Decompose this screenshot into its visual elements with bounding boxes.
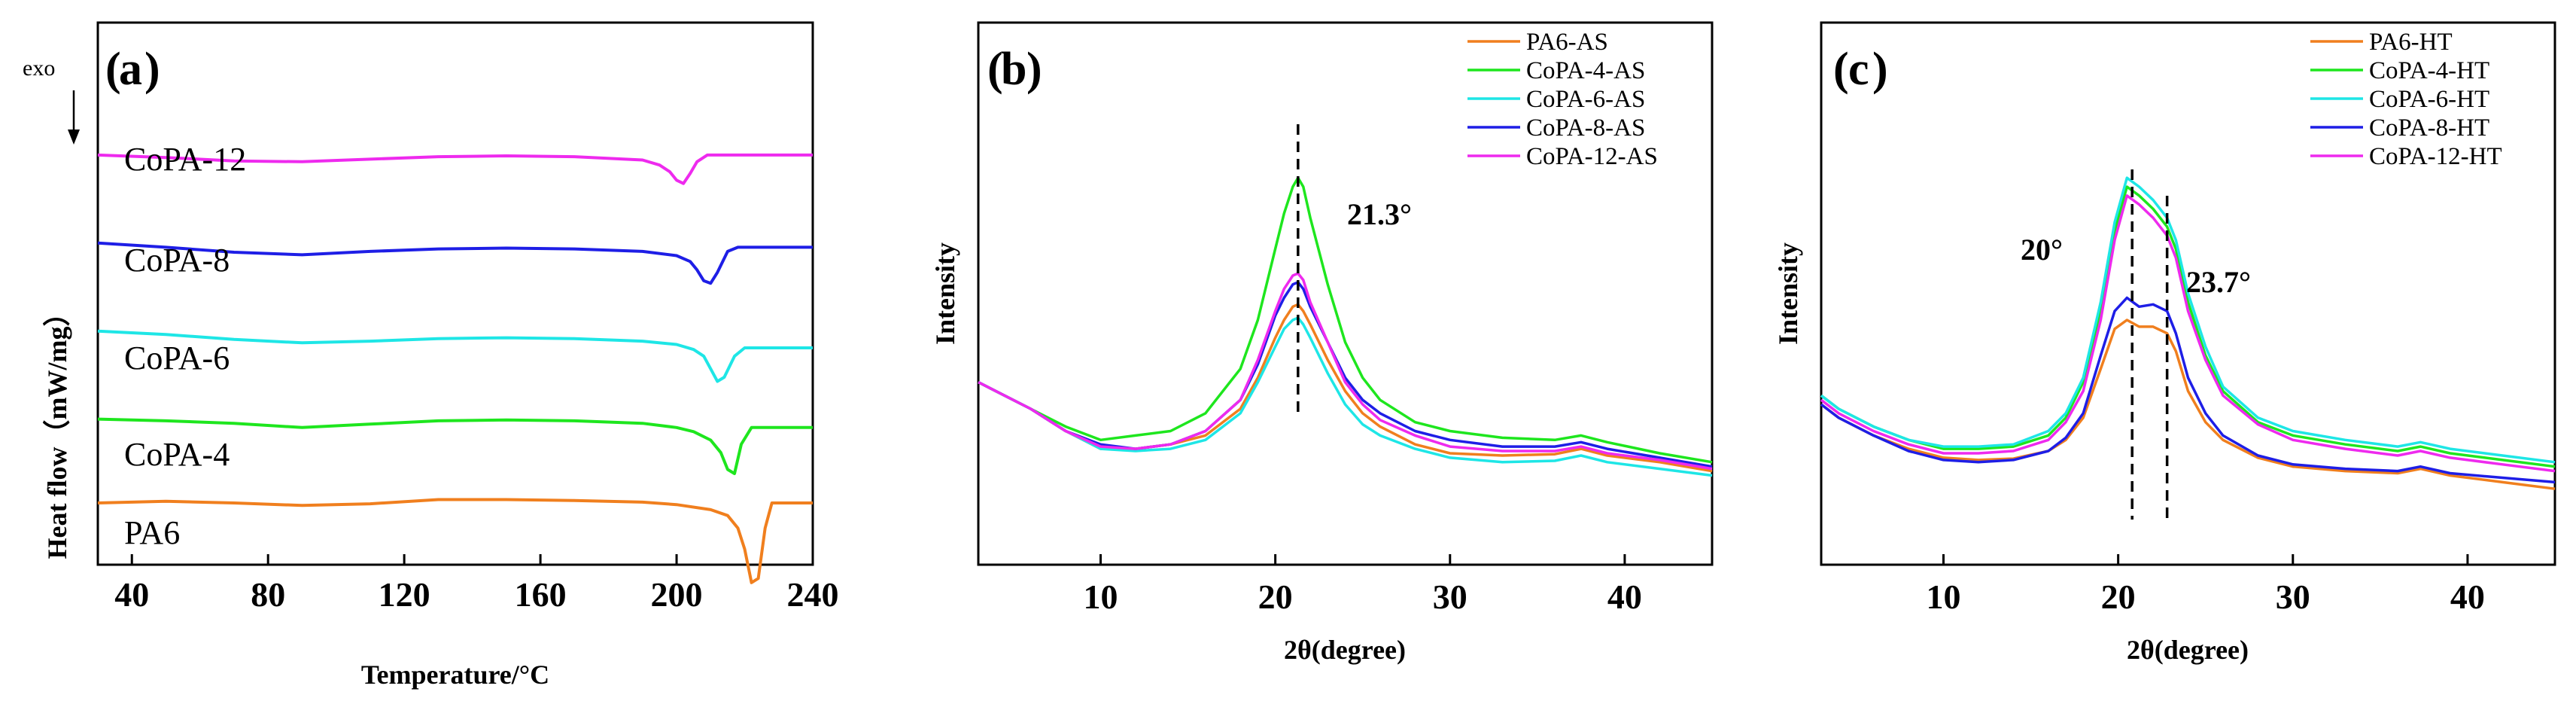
x-tick-label-120: 120: [379, 575, 430, 614]
x-tick-label-10: 10: [1927, 578, 1961, 616]
panel-a-frame: [96, 21, 814, 566]
panel-a-exo-label: exo: [23, 56, 55, 81]
panel-b-x-axis-title: 2θ(degree): [1284, 635, 1406, 665]
series-line-copa-4-ht: [1820, 185, 2556, 468]
x-tick-label-20: 20: [1258, 578, 1293, 616]
panel-c-xrd-chart: ( c ) 20° 23.7° 10 20 30 40 PA6-HTCoPA-4-HT…: [1773, 21, 2556, 665]
series-line-copa-8: [97, 241, 813, 285]
series-line-pa6-ht: [1820, 318, 2556, 490]
panel-b-y-axis-title: Intensity: [930, 242, 960, 345]
x-tick-label-240: 240: [787, 575, 839, 614]
series-line-copa-12-ht: [1820, 194, 2556, 473]
legend-label-copa-8-as: CoPA-8-AS: [1526, 114, 1645, 142]
series-line-pa6-as: [978, 303, 1713, 473]
panel-c-letter: c: [1848, 44, 1869, 95]
panel-c-legend: PA6-HTCoPA-4-HTCoPA-6-HTCoPA-8-HTCoPA-12…: [2310, 29, 2502, 170]
x-tick-label-30: 30: [1433, 578, 1467, 616]
sample-label-copa-8: CoPA-8: [124, 242, 230, 279]
series-line-copa-8-as: [978, 281, 1713, 468]
series-line-copa-8-ht: [1820, 296, 2556, 484]
x-tick-label-20: 20: [2101, 578, 2136, 616]
panel-a-x-ticks: 40 80 120 160 200 240: [114, 554, 839, 614]
panel-b-frame: [977, 21, 1714, 566]
panel-b-xrd-chart: ( b ) 21.3° 10 20 30 40 PA6-ASCoPA-4-ASCoPA…: [930, 21, 1714, 665]
panel-c-x-ticks: 10 20 30 40: [1927, 554, 2485, 616]
panel-b-label-open: (: [987, 44, 1003, 95]
sample-label-copa-6: CoPA-6: [124, 340, 230, 376]
series-line-copa-6: [97, 329, 813, 383]
panel-a-label-open: (: [105, 44, 121, 95]
series-line-copa-4-as: [978, 176, 1713, 464]
series-line-pa6: [97, 498, 813, 584]
panel-b-label-close: ): [1026, 44, 1042, 95]
panel-a-y-axis-title: Heat flow（mW/mg）: [42, 300, 72, 559]
legend-label-pa6-as: PA6-AS: [1526, 29, 1608, 56]
panel-a-letter: a: [119, 44, 142, 95]
legend-label-copa-4-ht: CoPA-4-HT: [2369, 57, 2489, 84]
x-tick-label-40: 40: [1607, 578, 1642, 616]
series-line-copa-12: [97, 153, 813, 185]
legend-label-copa-12-ht: CoPA-12-HT: [2369, 143, 2502, 170]
x-tick-label-160: 160: [515, 575, 567, 614]
legend-label-pa6-ht: PA6-HT: [2369, 29, 2453, 56]
panel-c-label-close: ): [1872, 44, 1888, 95]
x-tick-label-40: 40: [2450, 578, 2485, 616]
panel-b-x-ticks: 10 20 30 40: [1084, 554, 1642, 616]
legend-label-copa-6-ht: CoPA-6-HT: [2369, 86, 2489, 113]
x-tick-label-40: 40: [114, 575, 149, 614]
legend-label-copa-12-as: CoPA-12-AS: [1526, 143, 1658, 170]
panel-a-series-group: [97, 153, 813, 584]
panel-c-peak-markers: [2130, 169, 2169, 520]
sample-label-pa6: PA6: [124, 514, 180, 551]
legend-label-copa-8-ht: CoPA-8-HT: [2369, 114, 2489, 142]
panel-a-label-close: ): [144, 44, 160, 95]
series-line-copa-6-as: [978, 316, 1713, 477]
panel-a-dsc-chart: ( a ) exo 40 80 120 160 200 240 CoPA-12 CoPA-…: [23, 21, 839, 690]
panel-b-peak-annotation: 21.3°: [1347, 197, 1412, 231]
sample-label-copa-12: CoPA-12: [124, 141, 246, 178]
x-tick-label-80: 80: [251, 575, 285, 614]
panel-c-label-open: (: [1833, 44, 1849, 95]
legend-label-copa-4-as: CoPA-4-AS: [1526, 57, 1645, 84]
sample-label-copa-4: CoPA-4: [124, 436, 230, 473]
x-tick-label-200: 200: [651, 575, 703, 614]
panel-c-peak-annotation-1: 20°: [2021, 233, 2063, 267]
series-line-copa-12-as: [978, 272, 1713, 471]
panel-c-frame: [1820, 21, 2556, 566]
x-tick-label-10: 10: [1084, 578, 1118, 616]
panel-c-x-axis-title: 2θ(degree): [2127, 635, 2249, 665]
panel-a-x-axis-title: Temperature/°C: [361, 660, 549, 690]
legend-label-copa-6-as: CoPA-6-AS: [1526, 86, 1645, 113]
x-tick-label-30: 30: [2276, 578, 2310, 616]
series-line-copa-6-ht: [1820, 176, 2556, 464]
panel-a-exo-arrow-head: [68, 130, 80, 145]
panel-b-legend: PA6-ASCoPA-4-ASCoPA-6-ASCoPA-8-ASCoPA-12…: [1467, 29, 1658, 170]
panel-c-series-group: [1820, 176, 2556, 490]
panel-c-y-axis-title: Intensity: [1773, 242, 1803, 345]
panel-b-letter: b: [1001, 44, 1026, 95]
panel-c-peak-annotation-2: 23.7°: [2186, 265, 2251, 299]
panel-b-series-group: [978, 176, 1713, 477]
series-line-copa-4: [97, 417, 813, 475]
